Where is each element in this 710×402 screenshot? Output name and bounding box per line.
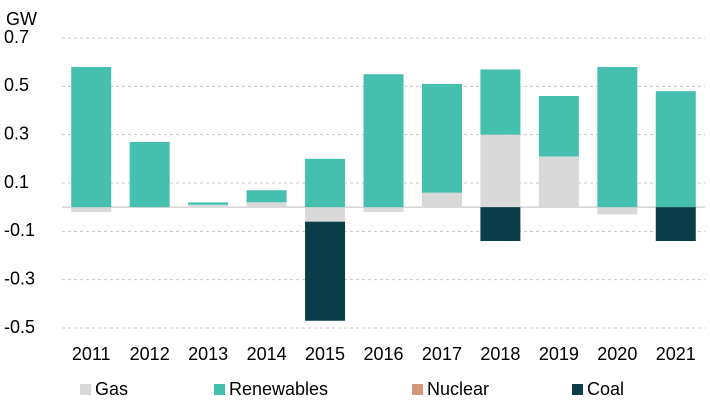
x-tick-label: 2015 — [305, 344, 345, 364]
bar-segment — [188, 204, 229, 208]
y-axis-label: GW — [6, 9, 37, 29]
legend-label: Renewables — [229, 379, 328, 399]
x-tick-label: 2012 — [130, 344, 170, 364]
bar-segment — [363, 207, 404, 212]
y-tick-label: -0.5 — [4, 317, 35, 337]
bar-segment — [655, 91, 696, 208]
legend-label: Coal — [587, 379, 624, 399]
bar-segment — [246, 190, 287, 203]
x-tick-label: 2013 — [188, 344, 228, 364]
bar-segment — [538, 156, 579, 208]
bar-segment — [480, 134, 521, 208]
legend-swatch — [412, 384, 423, 395]
legend-label: Nuclear — [427, 379, 489, 399]
x-tick-label: 2017 — [422, 344, 462, 364]
x-tick-label: 2021 — [656, 344, 696, 364]
bar-segment — [305, 158, 346, 208]
x-tick-label: 2016 — [363, 344, 403, 364]
bar-segment — [597, 207, 638, 215]
bar-segment — [188, 202, 229, 205]
bar-segment — [71, 207, 112, 212]
bar-segment — [480, 69, 521, 135]
legend-swatch — [214, 384, 225, 395]
x-tick-label: 2020 — [597, 344, 637, 364]
y-tick-label: -0.3 — [4, 268, 35, 288]
x-tick-label: 2019 — [539, 344, 579, 364]
bar-segment — [655, 207, 696, 241]
bar-segment — [480, 207, 521, 241]
legend-label: Gas — [95, 379, 128, 399]
bar-segment — [363, 74, 404, 208]
bar-segment — [421, 83, 462, 193]
bar-segment — [305, 207, 346, 222]
y-tick-label: -0.1 — [4, 220, 35, 240]
legend-swatch — [80, 384, 91, 395]
y-tick-label: 0.7 — [4, 27, 29, 47]
bar-segment — [305, 221, 346, 321]
legend-swatch — [572, 384, 583, 395]
y-tick-label: 0.1 — [4, 172, 29, 192]
bar-segment — [246, 202, 287, 208]
y-tick-label: 0.3 — [4, 123, 29, 143]
y-tick-label: 0.5 — [4, 75, 29, 95]
bar-segment — [71, 67, 112, 208]
x-tick-label: 2018 — [480, 344, 520, 364]
bar-segment — [129, 141, 170, 208]
bar-segment — [421, 192, 462, 208]
bar-segment — [538, 96, 579, 157]
x-tick-label: 2014 — [247, 344, 287, 364]
bar-segment — [597, 67, 638, 208]
x-tick-label: 2011 — [72, 344, 111, 364]
